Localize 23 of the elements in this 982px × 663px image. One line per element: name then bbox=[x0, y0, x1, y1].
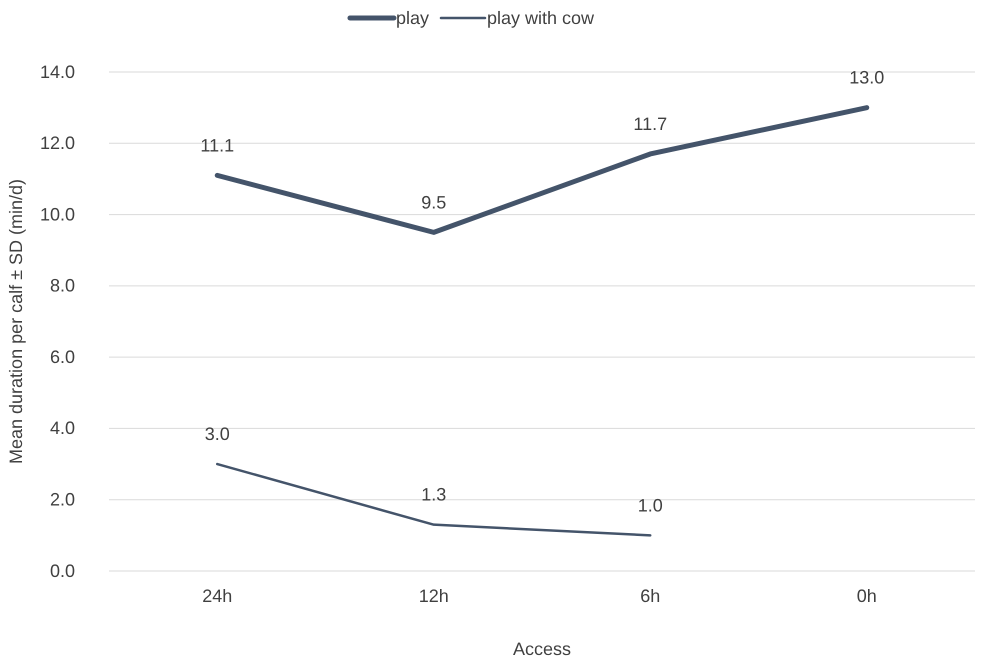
legend-label: play bbox=[396, 8, 429, 28]
y-tick-label: 0.0 bbox=[50, 560, 75, 581]
x-tick-label: 12h bbox=[418, 586, 449, 606]
y-axis-title: Mean duration per calf ± SD (min/d) bbox=[6, 179, 26, 464]
y-tick-label: 2.0 bbox=[50, 489, 75, 510]
x-tick-label: 6h bbox=[640, 586, 660, 606]
data-label: 3.0 bbox=[204, 424, 230, 444]
data-label: 1.3 bbox=[421, 484, 446, 505]
y-tick-label: 4.0 bbox=[50, 418, 75, 438]
data-label: 11.7 bbox=[633, 114, 668, 134]
data-label: 9.5 bbox=[421, 192, 446, 212]
y-tick-label: 14.0 bbox=[40, 62, 75, 82]
y-tick-label: 10.0 bbox=[40, 204, 75, 224]
y-tick-label: 12.0 bbox=[40, 133, 75, 154]
data-label: 13.0 bbox=[849, 68, 884, 88]
y-tick-label: 6.0 bbox=[50, 346, 75, 367]
x-tick-label: 0h bbox=[856, 586, 877, 606]
x-axis-title: Access bbox=[512, 639, 572, 659]
x-tick-label: 24h bbox=[202, 586, 232, 606]
data-label: 1.0 bbox=[638, 495, 663, 516]
legend-label: play with cow bbox=[486, 8, 596, 28]
y-tick-label: 8.0 bbox=[50, 276, 75, 296]
data-label: 11.1 bbox=[200, 135, 234, 156]
